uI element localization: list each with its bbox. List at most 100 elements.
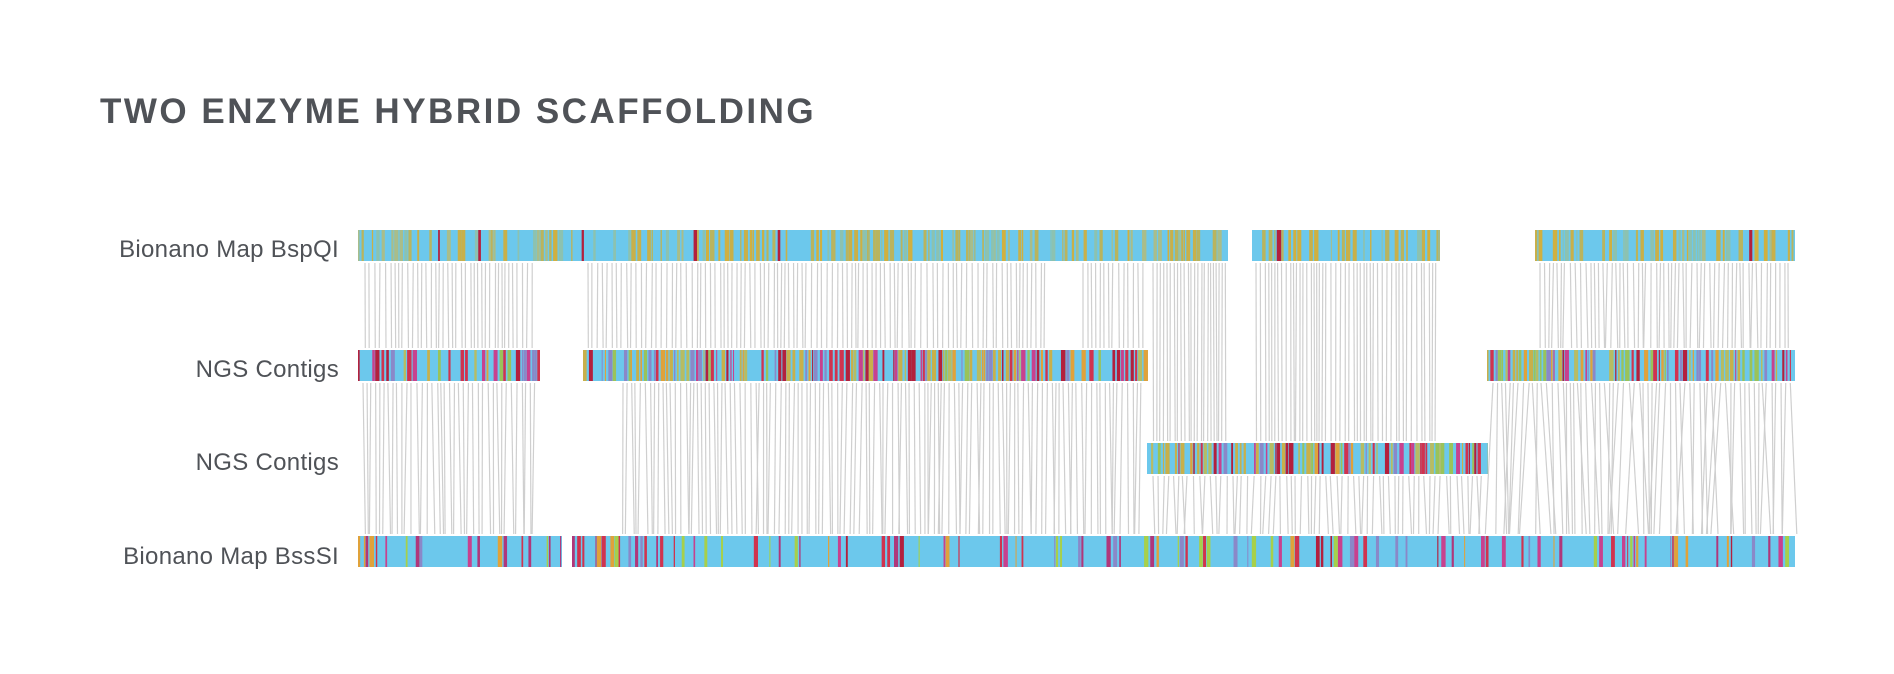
alignment-line bbox=[913, 382, 916, 535]
label-stripe bbox=[705, 350, 709, 381]
label-stripe bbox=[1406, 230, 1408, 261]
alignment-line bbox=[477, 382, 480, 535]
label-stripe bbox=[1185, 536, 1188, 567]
alignment-line bbox=[514, 382, 518, 535]
label-stripe bbox=[1081, 536, 1084, 567]
alignment-line bbox=[1292, 262, 1295, 442]
label-stripe bbox=[560, 536, 562, 567]
label-stripe bbox=[1696, 230, 1699, 261]
label-stripe bbox=[673, 536, 675, 567]
label-stripe bbox=[996, 230, 1000, 261]
label-stripe bbox=[1439, 443, 1441, 474]
alignment-line bbox=[1250, 475, 1255, 535]
alignment-line bbox=[1352, 475, 1357, 535]
alignment-line bbox=[1748, 262, 1751, 349]
label-stripe bbox=[1587, 350, 1589, 381]
label-stripe bbox=[794, 536, 798, 567]
alignment-line bbox=[1501, 382, 1508, 535]
label-stripe bbox=[1636, 536, 1639, 567]
label-stripe bbox=[1021, 230, 1024, 261]
label-stripe bbox=[381, 350, 385, 381]
label-stripe bbox=[1551, 350, 1553, 381]
alignment-line bbox=[1111, 382, 1115, 535]
label-stripe bbox=[858, 350, 863, 381]
alignment-line bbox=[1696, 262, 1699, 349]
label-stripe bbox=[1791, 230, 1794, 261]
alignment-line bbox=[1789, 382, 1798, 535]
alignment-line bbox=[932, 262, 935, 349]
label-stripe bbox=[1321, 443, 1324, 474]
alignment-line bbox=[1642, 382, 1645, 535]
label-stripe bbox=[1533, 350, 1536, 381]
alignment-line bbox=[1608, 382, 1619, 535]
alignment-line bbox=[1615, 262, 1619, 349]
alignment-line bbox=[1610, 262, 1613, 349]
alignment-line bbox=[1753, 382, 1757, 535]
label-stripe bbox=[365, 536, 369, 567]
label-stripe bbox=[1158, 230, 1162, 261]
alignment-line bbox=[368, 382, 372, 535]
label-stripe bbox=[880, 230, 883, 261]
label-stripe bbox=[907, 350, 912, 381]
label-stripe bbox=[716, 350, 718, 381]
alignment-line bbox=[1118, 262, 1120, 349]
label-stripe bbox=[1116, 350, 1121, 381]
label-stripe bbox=[653, 350, 656, 381]
label-stripe bbox=[1157, 443, 1161, 474]
label-stripe bbox=[1251, 536, 1257, 567]
label-stripe bbox=[676, 350, 679, 381]
label-stripe bbox=[1602, 230, 1605, 261]
label-stripe bbox=[596, 536, 602, 567]
label-stripe bbox=[363, 536, 366, 567]
label-stripe bbox=[465, 350, 468, 381]
label-stripe bbox=[943, 536, 946, 567]
label-stripe bbox=[1615, 350, 1617, 381]
label-stripe bbox=[1716, 230, 1721, 261]
alignment-line bbox=[1766, 262, 1768, 349]
label-stripe bbox=[904, 350, 907, 381]
label-stripe bbox=[651, 230, 653, 261]
label-stripe bbox=[899, 536, 904, 567]
alignment-line bbox=[1183, 262, 1186, 442]
label-stripe bbox=[1130, 350, 1134, 381]
alignment-line bbox=[1574, 262, 1578, 349]
alignment-line bbox=[1329, 475, 1334, 535]
alignment-line bbox=[1594, 382, 1597, 535]
alignment-line bbox=[1218, 475, 1222, 535]
label-stripe bbox=[955, 230, 959, 261]
label-stripe bbox=[1235, 443, 1238, 474]
label-stripe bbox=[1538, 230, 1543, 261]
label-stripe bbox=[974, 230, 976, 261]
label-stripe bbox=[1302, 443, 1305, 474]
alignment-line bbox=[1628, 382, 1640, 535]
alignment-line bbox=[1183, 475, 1188, 535]
label-stripe bbox=[812, 350, 814, 381]
alignment-line bbox=[839, 382, 843, 535]
label-stripe bbox=[399, 230, 403, 261]
alignment-line bbox=[783, 262, 786, 349]
alignment-line bbox=[968, 382, 973, 535]
alignment-line bbox=[743, 262, 746, 349]
alignment-line bbox=[437, 262, 440, 349]
label-stripe bbox=[1618, 350, 1620, 381]
label-stripe bbox=[1439, 230, 1440, 261]
alignment-line bbox=[629, 262, 632, 349]
track-label-ngs-contigs-1: NGS Contigs bbox=[195, 356, 339, 383]
label-stripe bbox=[1785, 536, 1790, 567]
label-stripe bbox=[438, 230, 440, 261]
label-stripe bbox=[1247, 536, 1249, 567]
label-stripe bbox=[1183, 230, 1185, 261]
label-stripe bbox=[958, 230, 961, 261]
label-stripe bbox=[1049, 350, 1053, 381]
alignment-line bbox=[1676, 262, 1680, 349]
label-stripe bbox=[681, 536, 685, 567]
label-stripe bbox=[361, 350, 365, 381]
label-stripe bbox=[1005, 350, 1009, 381]
alignment-line bbox=[1215, 262, 1218, 442]
label-stripe bbox=[407, 350, 412, 381]
label-stripe bbox=[882, 350, 885, 381]
label-stripe bbox=[982, 230, 984, 261]
alignment-line bbox=[1376, 262, 1379, 442]
label-stripe bbox=[412, 350, 418, 381]
